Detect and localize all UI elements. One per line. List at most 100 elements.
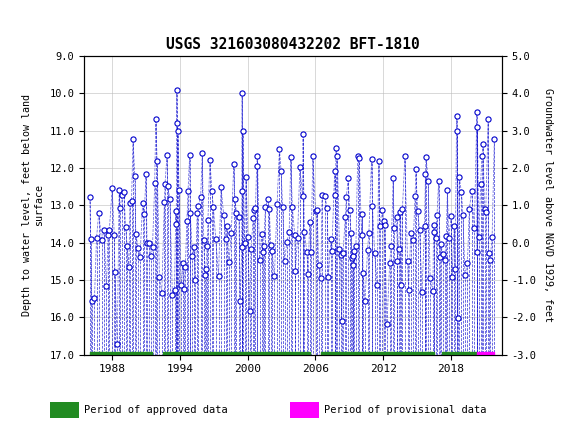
Point — [430, 229, 439, 236]
Point — [246, 246, 256, 253]
Point — [205, 156, 215, 163]
Point — [219, 211, 229, 218]
Y-axis label: Depth to water level, feet below land
surface: Depth to water level, feet below land su… — [22, 94, 44, 316]
Point — [406, 230, 415, 237]
Point — [353, 153, 362, 160]
Point — [250, 206, 259, 213]
Point — [484, 116, 493, 123]
Point — [398, 206, 407, 213]
Point — [358, 269, 368, 276]
Point — [99, 227, 108, 233]
Point — [452, 127, 462, 134]
Point — [386, 243, 396, 249]
Point — [380, 221, 389, 228]
Point — [472, 108, 481, 115]
Point — [185, 152, 194, 159]
Point — [343, 175, 353, 182]
Point — [354, 155, 364, 162]
Point — [436, 253, 445, 260]
Point — [490, 136, 499, 143]
Point — [249, 215, 258, 221]
Text: ▒: ▒ — [3, 5, 18, 34]
Point — [172, 221, 181, 227]
Point — [452, 112, 461, 119]
Point — [418, 288, 427, 295]
Point — [461, 271, 470, 278]
Point — [378, 206, 387, 213]
Point — [436, 241, 445, 248]
Point — [385, 259, 394, 266]
Point — [431, 235, 440, 242]
Point — [306, 249, 316, 256]
Point — [303, 270, 313, 277]
Point — [375, 223, 384, 230]
Point — [127, 198, 136, 205]
Point — [379, 218, 388, 224]
Point — [161, 180, 170, 187]
Bar — [290, 402, 319, 418]
Point — [222, 222, 231, 229]
Text: Period of approved data: Period of approved data — [84, 405, 227, 415]
Point — [266, 242, 276, 249]
Point — [331, 191, 340, 198]
Point — [224, 258, 234, 265]
Point — [181, 264, 190, 271]
Text: Period of provisional data: Period of provisional data — [324, 405, 487, 415]
Point — [125, 199, 135, 206]
Point — [97, 237, 106, 243]
Point — [128, 135, 137, 142]
Point — [273, 200, 282, 207]
Point — [119, 188, 129, 195]
Point — [423, 178, 433, 185]
Point — [451, 266, 460, 273]
Point — [429, 221, 438, 228]
Point — [227, 230, 236, 236]
Point — [163, 183, 172, 190]
Point — [438, 251, 447, 258]
Point — [253, 152, 262, 159]
Point — [155, 274, 164, 281]
Point — [350, 248, 359, 255]
Point — [484, 249, 493, 256]
Point — [160, 199, 169, 206]
Point — [238, 127, 247, 134]
Point — [346, 230, 356, 236]
Point — [105, 227, 114, 233]
Point — [330, 168, 339, 175]
Point — [140, 210, 149, 217]
Point — [216, 184, 226, 190]
Point — [209, 204, 218, 211]
Point — [142, 171, 151, 178]
Point — [473, 123, 482, 130]
Point — [317, 191, 327, 198]
Point — [348, 252, 357, 259]
Point — [357, 232, 366, 239]
Point — [201, 265, 211, 272]
Point — [295, 163, 305, 170]
Point — [293, 235, 302, 242]
Point — [214, 272, 223, 279]
Point — [147, 252, 156, 259]
Title: USGS 321603080432202 BFT-1810: USGS 321603080432202 BFT-1810 — [166, 37, 420, 52]
Point — [114, 186, 124, 193]
Point — [373, 282, 382, 289]
Point — [374, 157, 383, 164]
Point — [400, 153, 409, 160]
Point — [338, 249, 347, 256]
Point — [138, 200, 147, 207]
Point — [121, 224, 130, 231]
Point — [285, 229, 294, 236]
Point — [474, 233, 484, 240]
Point — [324, 273, 333, 280]
Point — [204, 217, 213, 224]
Point — [157, 289, 166, 296]
Point — [313, 206, 322, 213]
Point — [182, 217, 191, 224]
Point — [110, 231, 119, 238]
Point — [133, 244, 143, 251]
Point — [150, 180, 160, 187]
Point — [368, 203, 377, 209]
Point — [485, 256, 495, 263]
Y-axis label: Groundwater level above NGVD 1929, feet: Groundwater level above NGVD 1929, feet — [543, 88, 553, 322]
Point — [264, 206, 274, 212]
